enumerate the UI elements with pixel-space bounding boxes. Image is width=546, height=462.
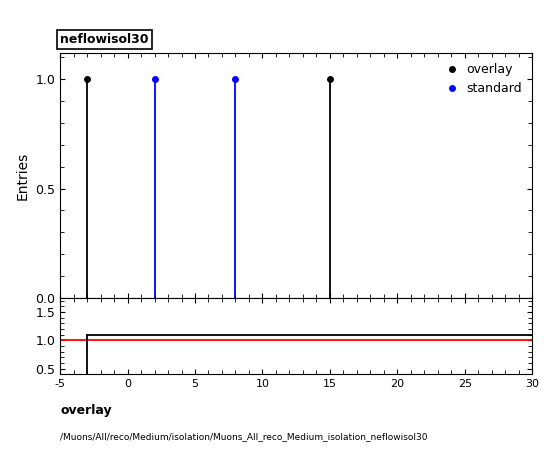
Legend: overlay, standard: overlay, standard [439, 60, 526, 99]
standard [232, 77, 239, 82]
Line: overlay: overlay [84, 76, 334, 83]
overlay [327, 77, 333, 82]
Text: /Muons/All/reco/Medium/isolation/Muons_All_reco_Medium_isolation_neflowisol30: /Muons/All/reco/Medium/isolation/Muons_A… [60, 432, 428, 441]
Text: overlay: overlay [60, 404, 112, 417]
overlay [84, 77, 90, 82]
Y-axis label: Entries: Entries [16, 152, 29, 200]
Text: neflowisol30: neflowisol30 [60, 33, 149, 46]
standard [151, 77, 158, 82]
Line: standard: standard [151, 76, 239, 83]
